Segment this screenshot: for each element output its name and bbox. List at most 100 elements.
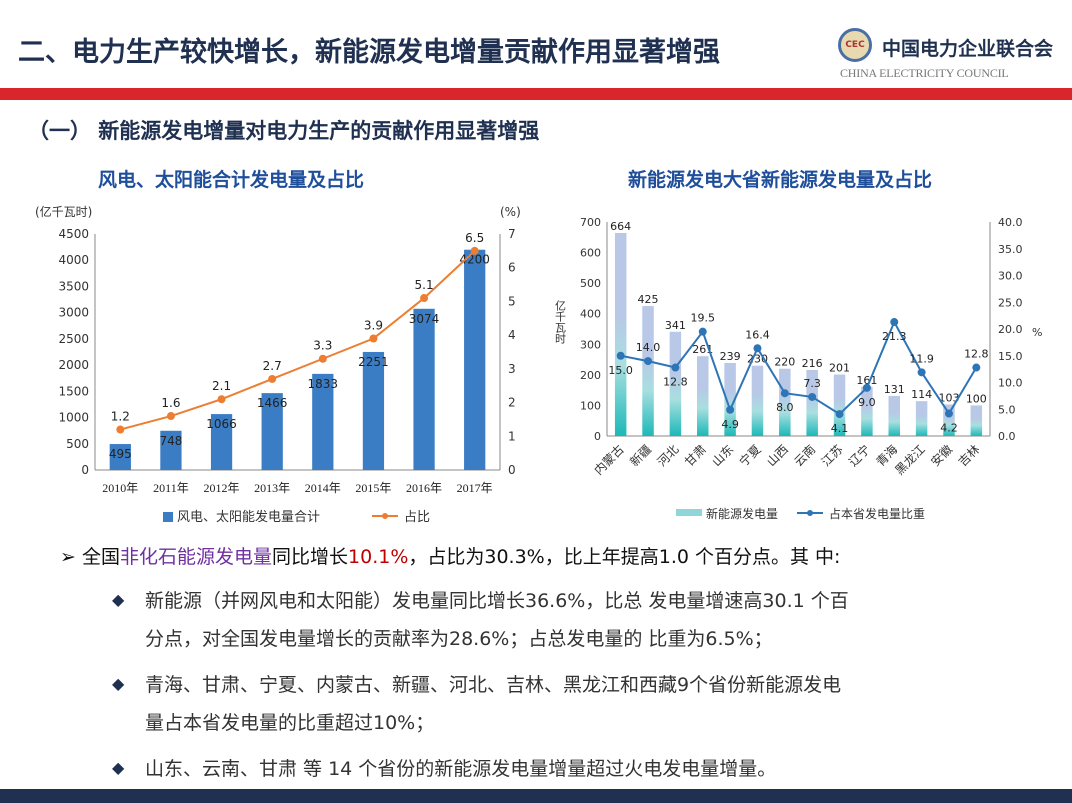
line-value-label: 8.0 [776, 401, 794, 414]
y2-tick-label: 15.0 [998, 350, 1023, 363]
bar [109, 444, 131, 470]
x-tick-label: 2014年 [305, 481, 341, 495]
diamond-bullet-icon: ◆ [112, 590, 125, 609]
t: 全国 [81, 546, 120, 568]
y-tick-label: 300 [580, 338, 601, 351]
y2-tick-label: 30.0 [998, 270, 1023, 283]
line-value-label: 19.5 [691, 312, 716, 325]
line-point [808, 392, 817, 401]
bar [312, 373, 334, 470]
y2-axis-label: % [1032, 326, 1042, 339]
bar [943, 404, 955, 436]
line-point [917, 368, 926, 377]
footer-bar [0, 789, 1072, 803]
y-tick-label: 1000 [58, 411, 89, 425]
x-tick-label: 2011年 [153, 481, 189, 495]
line-value-label: 3.3 [313, 339, 332, 353]
y-tick-label: 600 [580, 247, 601, 260]
y2-tick-label: 5 [508, 294, 516, 308]
bar [779, 368, 791, 436]
line-value-label: 16.4 [745, 328, 770, 341]
bar [210, 414, 233, 470]
org-name-cn: 中国电力企业联合会 [882, 38, 1054, 60]
legend-bar-swatch [163, 512, 173, 522]
bar [833, 374, 846, 436]
y-tick-label: 4500 [58, 227, 89, 241]
line-point [616, 351, 625, 360]
bar [669, 331, 682, 436]
x-tick-label: 河北 [655, 442, 682, 469]
y2-tick-label: 25.0 [998, 296, 1023, 309]
bar-value-label: 341 [665, 319, 686, 332]
y2-tick-label: 4 [508, 328, 516, 342]
y-tick-label: 500 [580, 277, 601, 290]
main-bullet: ➢ 全国非化石能源发电量同比增长10.1%，占比为30.3%，比上年提高1.0 … [60, 538, 840, 576]
line-value-label: 3.9 [364, 319, 383, 333]
line-series [620, 319, 978, 416]
y2-tick-label: 35.0 [998, 243, 1023, 256]
bar-value-label: 220 [774, 356, 795, 369]
line-point [944, 409, 953, 418]
line-point [862, 383, 871, 392]
x-tick-label: 新疆 [627, 442, 655, 470]
line-value-label: 1.6 [161, 396, 180, 410]
bar [970, 405, 983, 436]
line-point [166, 412, 175, 421]
line-value-label: 4.9 [721, 418, 739, 431]
legend-line-marker [382, 513, 388, 519]
x-tick-label: 辽宁 [845, 442, 873, 470]
arrow-bullet-icon: ➢ [60, 546, 82, 568]
x-tick-label: 黑龙江 [892, 442, 927, 477]
line-point [835, 410, 844, 419]
bar-value-label: 664 [610, 220, 631, 233]
bar [614, 233, 627, 436]
y-tick-label: 3500 [58, 279, 89, 293]
y-tick-label: 2500 [58, 332, 89, 346]
bar [751, 365, 764, 436]
line-series [120, 250, 476, 431]
section-subtitle: （一） 新能源发电增量对电力生产的贡献作用显著增强 [28, 119, 540, 143]
y-tick-label: 700 [580, 216, 601, 229]
x-tick-label: 吉林 [956, 442, 983, 469]
line-value-label: 15.0 [608, 364, 633, 377]
bar-value-label: 100 [966, 392, 987, 405]
y2-tick-label: 1 [508, 429, 516, 443]
y2-tick-label: 6 [508, 261, 516, 275]
bar [915, 401, 928, 436]
bar-value-label: 748 [159, 434, 182, 448]
x-tick-label: 安徽 [927, 442, 955, 470]
y2-tick-label: 0 [508, 463, 516, 477]
line-point [671, 363, 680, 372]
x-tick-label: 山东 [709, 442, 736, 469]
sub-bullet-2: 青海、甘肃、宁夏、内蒙古、新疆、河北、吉林、黑龙江和西藏9个省份新能源发电 量占本… [145, 666, 841, 742]
line-point [644, 357, 653, 366]
bar-value-label: 114 [911, 388, 932, 401]
x-tick-label: 2016年 [406, 481, 442, 495]
y-axis-label: (亿千瓦时) [35, 204, 92, 219]
y2-axis-label: (%) [500, 205, 521, 219]
line-point [318, 354, 327, 363]
bar [888, 395, 900, 436]
bar [724, 362, 736, 436]
y-tick-label: 200 [580, 369, 601, 382]
y-tick-label: 1500 [58, 384, 89, 398]
x-tick-label: 宁夏 [736, 442, 764, 470]
x-tick-label: 2013年 [254, 481, 290, 495]
x-tick-label: 云南 [791, 442, 819, 470]
bar-value-label: 131 [884, 383, 905, 396]
line-point [369, 334, 378, 343]
x-tick-label: 甘肃 [682, 442, 709, 469]
y2-tick-label: 20.0 [998, 323, 1023, 336]
bar-value-label: 201 [829, 362, 850, 375]
t: ，占比为30.3%，比上年提高1.0 个百分点。其 中: [408, 546, 841, 568]
line: 青海、甘肃、宁夏、内蒙古、新疆、河北、吉林、黑龙江和西藏9个省份新能源发电 [145, 674, 842, 696]
x-tick-label: 山西 [764, 442, 791, 469]
line-value-label: 12.8 [663, 376, 688, 389]
line-point [972, 363, 981, 372]
bar-value-label: 1833 [308, 377, 339, 391]
chart1-title: 风电、太阳能合计发电量及占比 [98, 169, 365, 191]
legend-line-label: 占比 [404, 510, 430, 525]
line-value-label: 7.3 [803, 377, 821, 390]
y2-tick-label: 40.0 [998, 216, 1023, 229]
